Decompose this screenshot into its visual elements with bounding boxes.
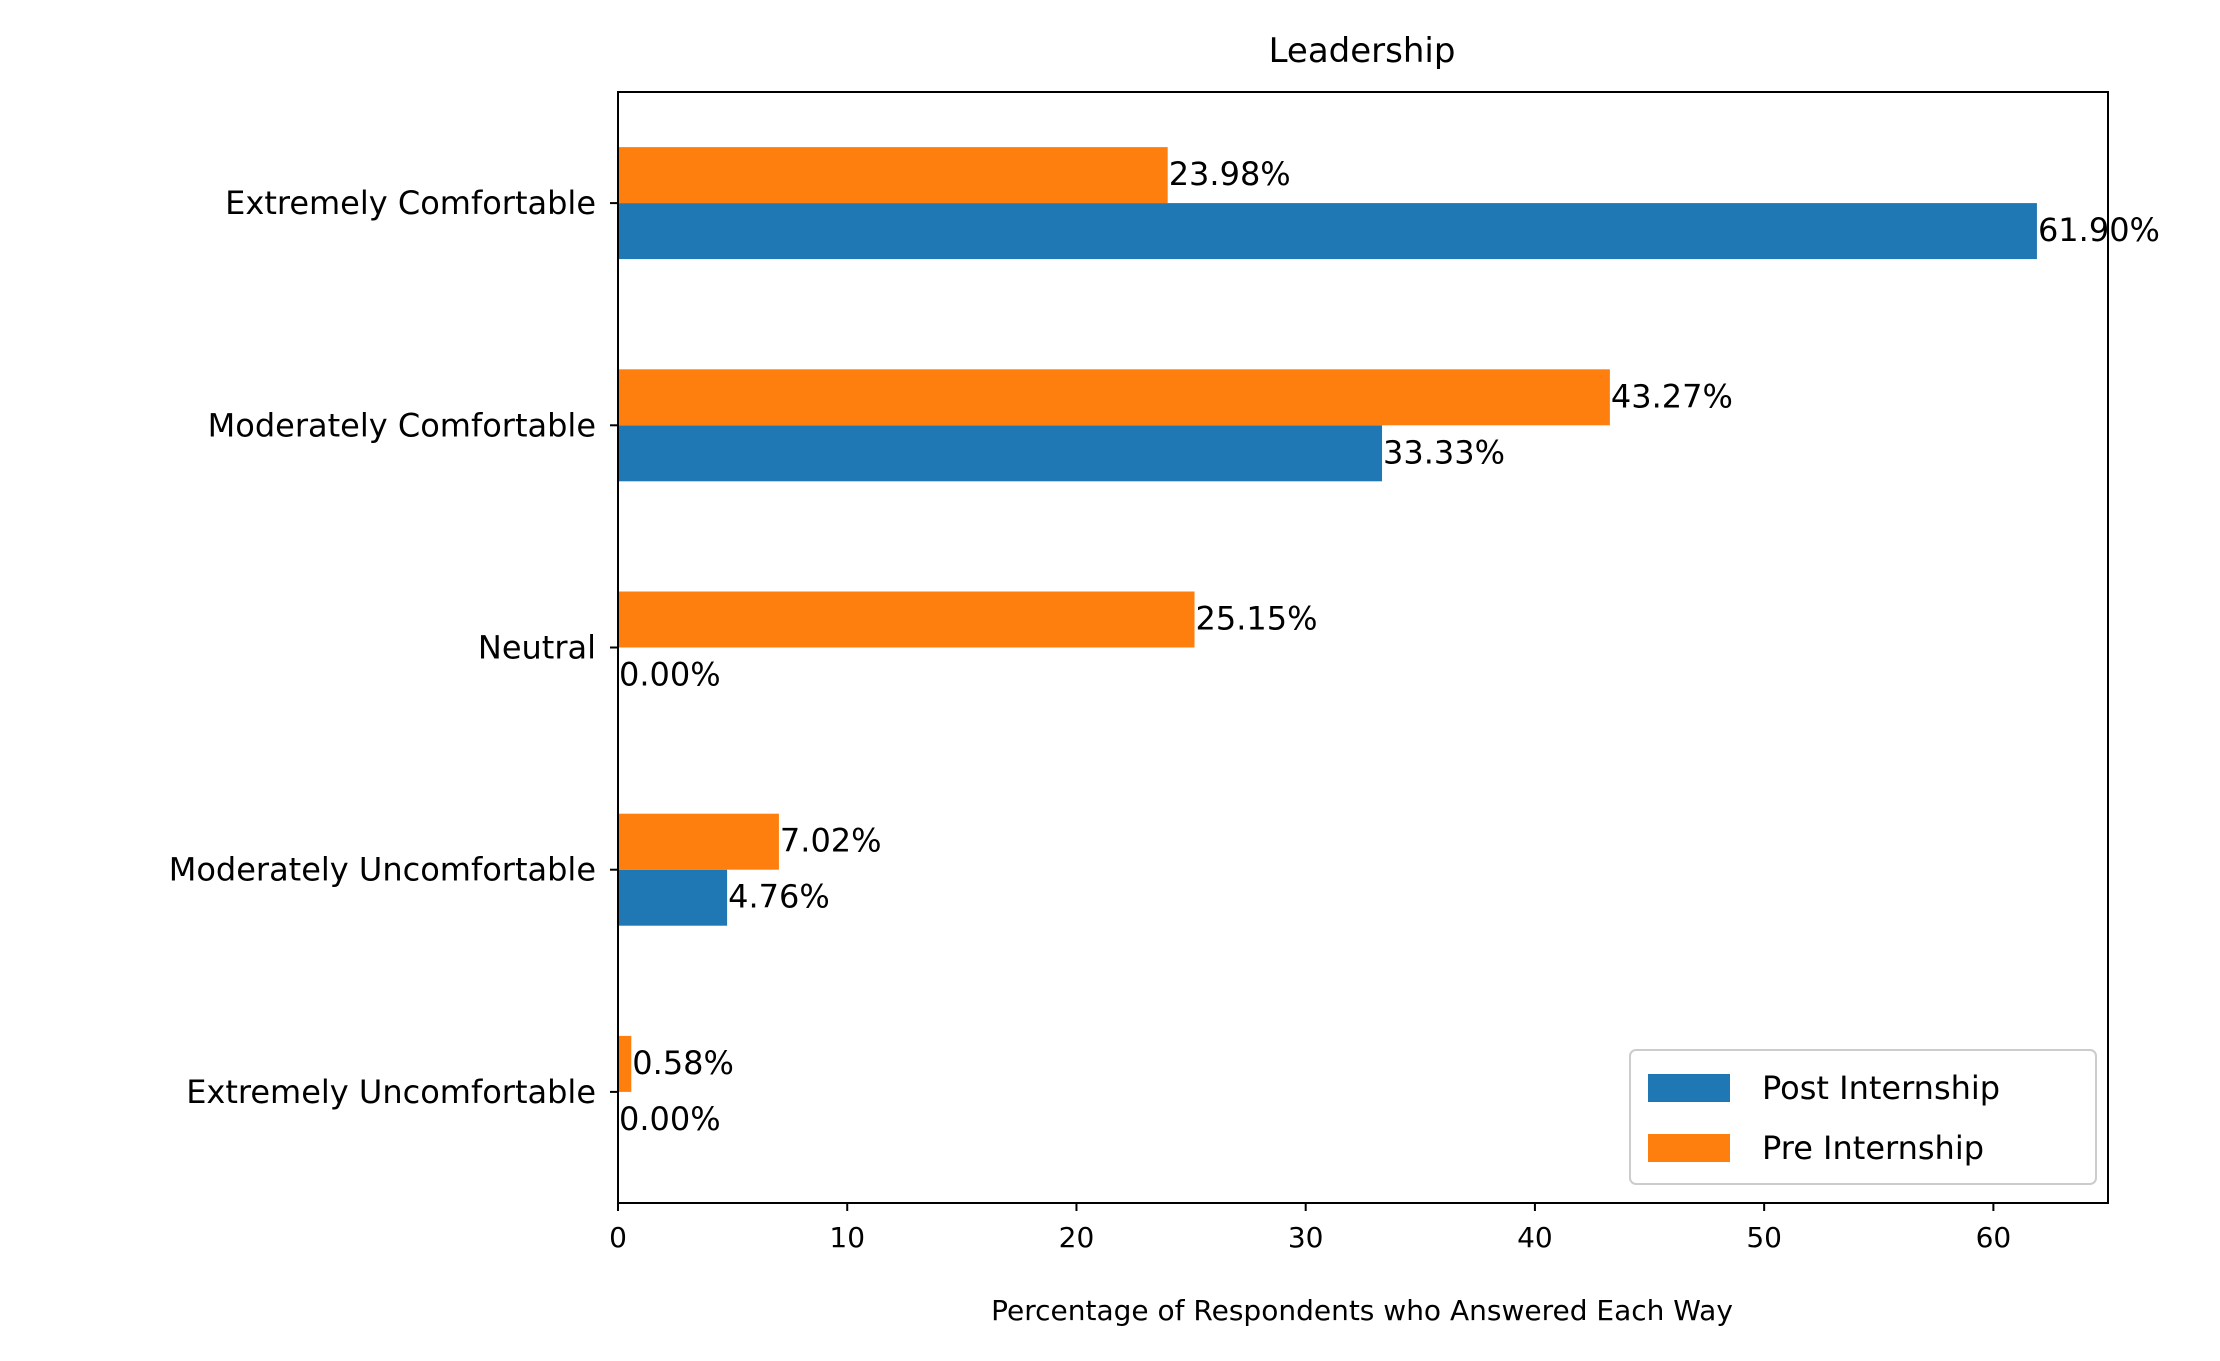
y-tick-label-2: Neutral [478,629,596,667]
y-tick-label-3: Moderately Uncomfortable [169,851,596,889]
plot-frame [617,91,2109,1204]
bar-pre-1 [618,369,1610,426]
bar-pre-4 [618,1035,632,1092]
data-label-pre-0: 23.98% [1169,155,1291,193]
legend-label-0: Post Internship [1762,1069,2000,1107]
data-label-post-1: 33.33% [1383,433,1505,471]
bars-layer [618,147,2037,1092]
data-label-pre-2: 25.15% [1196,600,1318,638]
bar-post-3 [618,869,728,926]
data-label-post-4: 0.00% [619,1100,721,1138]
legend: Post Internship Pre Internship [1629,1049,2097,1185]
y-tick-label-4: Extremely Uncomfortable [186,1073,596,1111]
x-tick-label-4: 40 [1517,1221,1553,1254]
bar-post-0 [618,203,2037,260]
legend-box [1629,1049,2097,1185]
x-tick-label-0: 0 [609,1221,627,1254]
y-tick-label-1: Moderately Comfortable [208,406,596,444]
bar-pre-2 [618,591,1195,648]
data-label-pre-4: 0.58% [632,1044,734,1082]
data-label-pre-3: 7.02% [780,822,882,860]
bar-post-1 [618,425,1383,482]
x-tick-label-3: 30 [1288,1221,1324,1254]
data-label-post-3: 4.76% [728,878,830,916]
legend-label-1: Pre Internship [1762,1129,1984,1167]
x-tick-label-6: 60 [1976,1221,2012,1254]
y-tick-label-0: Extremely Comfortable [225,184,596,222]
data-label-pre-1: 43.27% [1611,377,1733,415]
legend-swatch-1 [1648,1134,1730,1162]
legend-swatch-0 [1648,1074,1730,1102]
x-axis-label: Percentage of Respondents who Answered E… [991,1294,1733,1327]
axes-layer: Extremely Comfortable Moderately Comforta… [169,91,2109,1254]
x-tick-label-5: 50 [1746,1221,1782,1254]
bar-pre-3 [618,813,779,870]
data-label-post-2: 0.00% [619,656,721,694]
data-labels-layer: 61.90% 23.98% 33.33% 43.27% 0.00% 25.15% 4.76%… [619,155,2160,1138]
data-label-post-0: 61.90% [2038,211,2160,249]
x-tick-label-2: 20 [1059,1221,1095,1254]
x-tick-label-1: 10 [829,1221,865,1254]
bar-pre-0 [618,147,1168,204]
chart-title: Leadership [1269,31,1456,71]
